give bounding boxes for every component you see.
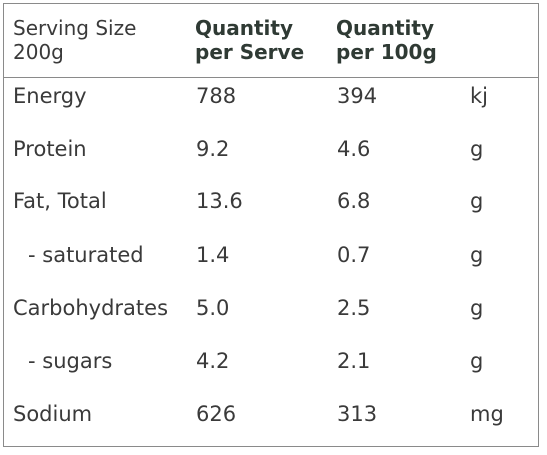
per-100g-value: 4.6 [337, 137, 371, 161]
table-row: - saturated 1.4 0.7 g [4, 240, 538, 270]
per-serve-value: 13.6 [196, 189, 243, 213]
nutrient-name: Carbohydrates [13, 296, 169, 320]
unit: g [470, 296, 484, 320]
table-row: Carbohydrates 5.0 2.5 g [4, 293, 538, 323]
nutrition-panel: Serving Size 200g Quantity per Serve Qua… [3, 3, 539, 447]
unit: mg [470, 402, 504, 426]
unit: g [470, 243, 484, 267]
table-row: Fat, Total 13.6 6.8 g [4, 186, 538, 216]
per-serve-header-line1: Quantity [195, 16, 293, 40]
table-row: Protein 9.2 4.6 g [4, 134, 538, 164]
per-100g-value: 2.1 [337, 349, 371, 373]
per-100g-header: Quantity per 100g [336, 16, 437, 64]
nutrient-name: - sugars [28, 349, 113, 373]
table-row: Energy 788 394 kj [4, 81, 538, 111]
per-serve-value: 626 [196, 402, 237, 426]
per-100g-value: 6.8 [337, 189, 371, 213]
per-serve-header-line2: per Serve [195, 40, 305, 64]
table-header: Serving Size 200g Quantity per Serve Qua… [4, 16, 538, 78]
per-100g-header-line1: Quantity [336, 16, 434, 40]
per-serve-header: Quantity per Serve [195, 16, 304, 64]
header-divider [4, 77, 538, 78]
unit: kj [470, 84, 488, 108]
nutrient-name: Protein [13, 137, 87, 161]
per-100g-value: 0.7 [337, 243, 371, 267]
per-serve-value: 788 [196, 84, 237, 108]
nutrient-name: Fat, Total [13, 189, 107, 213]
table-row: Sodium 626 313 mg [4, 399, 538, 429]
per-100g-header-line2: per 100g [336, 40, 437, 64]
per-serve-value: 4.2 [196, 349, 230, 373]
table-row: - sugars 4.2 2.1 g [4, 346, 538, 376]
per-100g-value: 2.5 [337, 296, 371, 320]
unit: g [470, 137, 484, 161]
per-100g-value: 394 [337, 84, 378, 108]
serving-size-value: 200g [13, 40, 64, 64]
per-serve-value: 5.0 [196, 296, 230, 320]
per-serve-value: 1.4 [196, 243, 230, 267]
serving-size-header: Serving Size 200g [13, 16, 136, 64]
nutrient-name: Energy [13, 84, 87, 108]
nutrient-name: Sodium [13, 402, 93, 426]
unit: g [470, 189, 484, 213]
unit: g [470, 349, 484, 373]
per-100g-value: 313 [337, 402, 378, 426]
serving-size-label: Serving Size [13, 16, 137, 40]
per-serve-value: 9.2 [196, 137, 230, 161]
nutrient-name: - saturated [28, 243, 144, 267]
